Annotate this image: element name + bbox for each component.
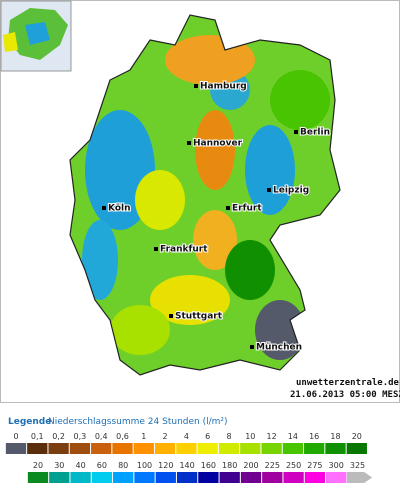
legend-label: 18: [330, 432, 340, 441]
legend-label: 0,3: [74, 432, 87, 441]
legend-swatch: [91, 472, 113, 483]
legend-swatch: [282, 443, 304, 454]
city-marker: [250, 345, 254, 349]
city-name: Frankfurt: [160, 245, 208, 255]
legend-swatch: [91, 443, 112, 454]
legend-label: 6: [205, 432, 210, 441]
legend-label: 8: [226, 432, 231, 441]
legend-label: 120: [158, 461, 173, 470]
city-marker: [194, 84, 198, 88]
legend-label: 10: [245, 432, 255, 441]
legend-swatch: [219, 472, 240, 483]
country-border: [69, 14, 341, 376]
legend-swatch: [283, 472, 304, 483]
city-name: Erfurt: [232, 204, 262, 214]
legend-swatch: [325, 443, 346, 454]
legend-label: 0,4: [95, 432, 108, 441]
legend-swatch: [113, 472, 134, 483]
legend-label: 300: [329, 461, 344, 470]
legend-label: 80: [118, 461, 128, 470]
legend-swatch: [27, 443, 48, 454]
city-name: Hamburg: [200, 82, 247, 92]
legend-swatch: [240, 443, 261, 454]
city-marker: [154, 247, 158, 251]
legend-swatch: [346, 472, 373, 483]
legend-swatch: [304, 472, 326, 483]
legend-swatch: [48, 443, 69, 454]
legend-label: 100: [137, 461, 152, 470]
legend-label: 140: [179, 461, 194, 470]
city-name: Leipzig: [273, 186, 309, 196]
legend-swatch: [262, 472, 283, 483]
legend-swatch: [27, 472, 49, 483]
legend-swatch: [240, 472, 262, 483]
timestamp: 21.06.2013 05:00 MESZ: [290, 390, 400, 400]
legend-swatch: [155, 472, 176, 483]
legend-label: 2: [163, 432, 168, 441]
legend-swatch: [69, 443, 91, 454]
legend-swatch: [346, 443, 367, 454]
legend-label: 20: [352, 432, 362, 441]
legend-label: 0,6: [116, 432, 129, 441]
city-name: Berlin: [300, 128, 330, 138]
legend-label: 40: [76, 461, 86, 470]
legend-label: 16: [309, 432, 319, 441]
city-marker: [187, 141, 191, 145]
city-marker: [267, 188, 271, 192]
legend-label: 60: [97, 461, 107, 470]
legend-swatch: [49, 472, 70, 483]
legend-swatch: [304, 443, 325, 454]
legend-label: 30: [54, 461, 64, 470]
legend-swatch: [112, 443, 133, 454]
legend-label: 325: [350, 461, 365, 470]
legend-swatch: [198, 472, 219, 483]
legend-swatch: [197, 443, 218, 454]
legend-label: 12: [267, 432, 277, 441]
legend-label: 20: [33, 461, 43, 470]
legend-title: Legende: [8, 417, 51, 427]
europe-inset: [0, 0, 72, 72]
legend-label: 250: [286, 461, 301, 470]
legend-label: 4: [184, 432, 189, 441]
legend-label: 200: [243, 461, 258, 470]
city-labels: Hamburg Berlin Hannover Leipzig Köln Erfurt Fr…: [102, 81, 331, 354]
legend-label: 14: [288, 432, 298, 441]
legend-label: 180: [222, 461, 237, 470]
legend-swatch: [326, 472, 347, 483]
legend-label: 1: [141, 432, 146, 441]
legend-label: 0,2: [52, 432, 65, 441]
legend-label: 275: [307, 461, 322, 470]
legend-label: 0,1: [31, 432, 44, 441]
legend-label: 160: [201, 461, 216, 470]
city-marker: [226, 206, 230, 210]
city-marker: [294, 130, 298, 134]
legend-swatch: [134, 472, 155, 483]
legend-swatch: [176, 443, 197, 454]
source: unwetterzentrale.de: [296, 378, 400, 388]
legend-swatch: [133, 443, 154, 454]
city-marker: [102, 206, 106, 210]
legend-swatch: [218, 443, 240, 454]
city-name: München: [256, 343, 302, 353]
legend-label: 225: [265, 461, 280, 470]
legend-label: 0: [13, 432, 18, 441]
legend-swatch: [154, 443, 176, 454]
legend-swatch: [5, 443, 27, 454]
city-name: Hannover: [193, 139, 243, 149]
legend-swatch: [176, 472, 198, 483]
city-name: Stuttgart: [175, 312, 223, 322]
legend-swatch: [261, 443, 282, 454]
city-marker: [169, 314, 173, 318]
legend-subtitle: Niederschlagssumme 24 Stunden (l/m²): [48, 417, 228, 427]
city-name: Köln: [108, 204, 131, 214]
legend-swatch: [70, 472, 91, 483]
